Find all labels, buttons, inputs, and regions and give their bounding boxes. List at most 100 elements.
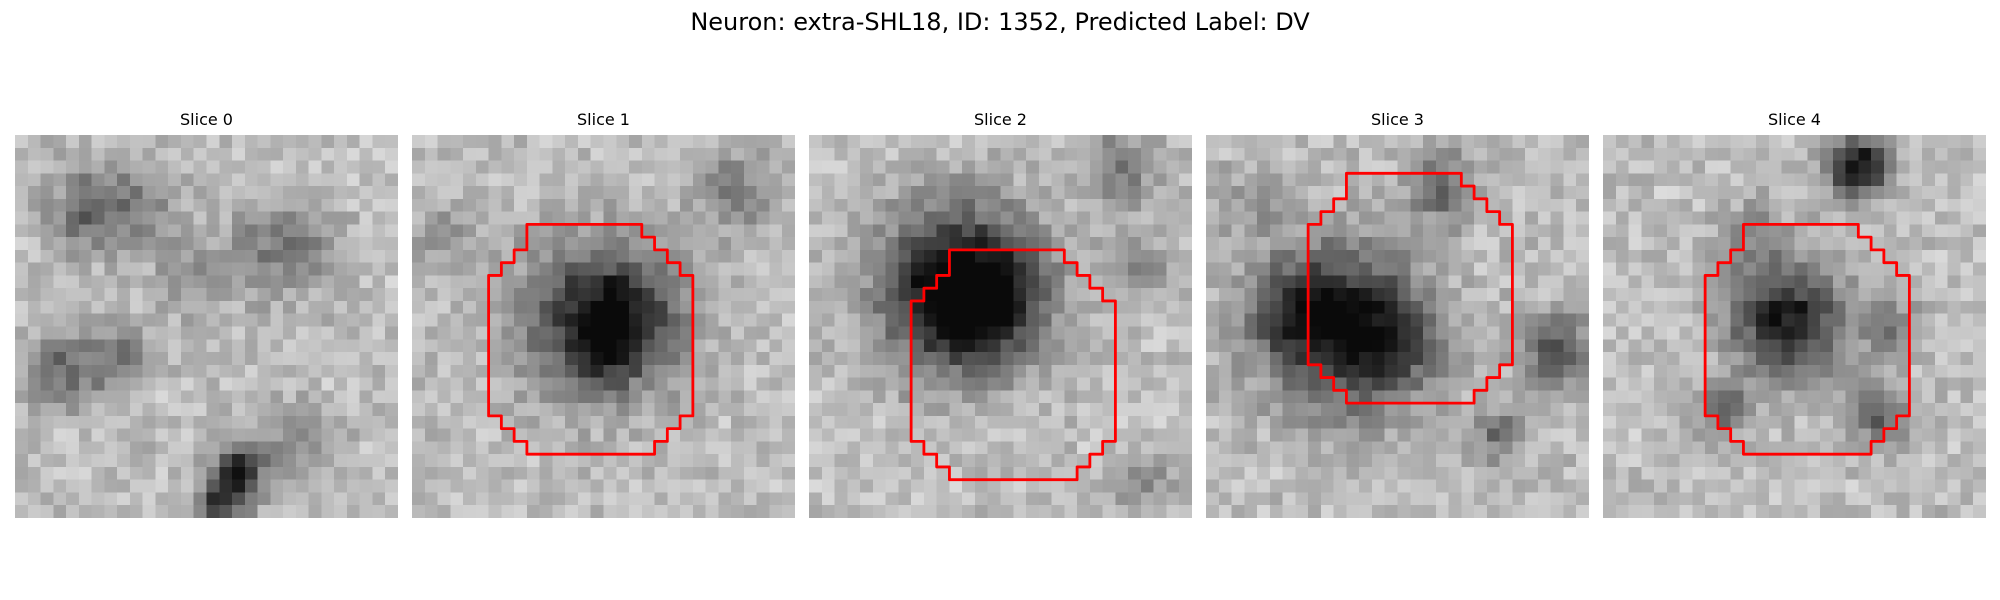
pixel [936, 313, 950, 327]
pixel [974, 479, 988, 493]
pixel [1628, 326, 1642, 340]
pixel [936, 479, 950, 493]
pixel [346, 479, 360, 493]
pixel [475, 147, 489, 161]
pixel [847, 173, 861, 187]
pixel [1934, 428, 1948, 442]
pixel [590, 479, 604, 493]
pixel [53, 224, 67, 238]
pixel [911, 300, 925, 314]
pixel [1371, 390, 1385, 404]
pixel [1666, 300, 1680, 314]
pixel [1692, 186, 1706, 200]
pixel [257, 326, 271, 340]
pixel [424, 288, 438, 302]
pixel [1000, 288, 1014, 302]
pixel [911, 441, 925, 455]
pixel [475, 403, 489, 417]
pixel [206, 441, 220, 455]
pixel [1013, 479, 1027, 493]
pixel [1077, 377, 1091, 391]
pixel [1257, 186, 1271, 200]
pixel [1448, 428, 1462, 442]
pixel [1410, 339, 1424, 353]
pixel [692, 186, 706, 200]
pixel [308, 441, 322, 455]
pixel [1269, 237, 1283, 251]
pixel [1206, 300, 1220, 314]
pixel [501, 224, 515, 238]
pixel [974, 249, 988, 263]
pixel [270, 186, 284, 200]
pixel [1525, 403, 1539, 417]
pixel [1333, 326, 1347, 340]
pixel [1115, 147, 1129, 161]
pixel [718, 339, 732, 353]
pixel [834, 364, 848, 378]
pixel [219, 275, 233, 289]
pixel [424, 403, 438, 417]
pixel [1026, 339, 1040, 353]
pixel [1384, 275, 1398, 289]
pixel [514, 262, 528, 276]
pixel [1807, 339, 1821, 353]
pixel [641, 364, 655, 378]
pixel [283, 454, 297, 468]
pixel [450, 237, 464, 251]
pixel [1282, 160, 1296, 174]
pixel [1820, 300, 1834, 314]
pixel [552, 403, 566, 417]
pixel [526, 237, 540, 251]
pixel [860, 415, 874, 429]
pixel [1231, 313, 1245, 327]
pixel [782, 441, 795, 455]
pixel [346, 224, 360, 238]
pixel [450, 275, 464, 289]
pixel [1883, 505, 1897, 518]
pixel [334, 505, 348, 518]
pixel [475, 479, 489, 493]
pixel [769, 147, 783, 161]
pixel [1781, 441, 1795, 455]
pixel [1525, 428, 1539, 442]
pixel [1807, 275, 1821, 289]
pixel [1550, 403, 1564, 417]
pixel [385, 135, 398, 149]
pixel [1038, 377, 1052, 391]
pixel [1115, 352, 1129, 366]
pixel [27, 237, 41, 251]
pixel [680, 505, 694, 518]
pixel [1435, 377, 1449, 391]
pixel [514, 377, 528, 391]
pixel [809, 288, 823, 302]
pixel [1346, 326, 1360, 340]
pixel [463, 415, 477, 429]
pixel [1615, 211, 1629, 225]
pixel [117, 415, 131, 429]
pixel [847, 198, 861, 212]
pixel [1909, 377, 1923, 391]
pixel [603, 352, 617, 366]
pixel [168, 173, 182, 187]
pixel [936, 249, 950, 263]
pixel [577, 390, 591, 404]
pixel [308, 237, 322, 251]
pixel [1705, 135, 1719, 149]
pixel [206, 198, 220, 212]
pixel [1397, 275, 1411, 289]
pixel [1512, 135, 1526, 149]
pixel [590, 135, 604, 149]
pixel [705, 262, 719, 276]
pixel [219, 428, 233, 442]
pixel [168, 377, 182, 391]
pixel [1807, 262, 1821, 276]
pixel [117, 262, 131, 276]
pixel [872, 198, 886, 212]
pixel [180, 352, 194, 366]
pixel [1089, 288, 1103, 302]
pixel [860, 198, 874, 212]
pixel [1295, 505, 1309, 518]
pixel [424, 428, 438, 442]
pixel [1282, 288, 1296, 302]
pixel [1474, 135, 1488, 149]
